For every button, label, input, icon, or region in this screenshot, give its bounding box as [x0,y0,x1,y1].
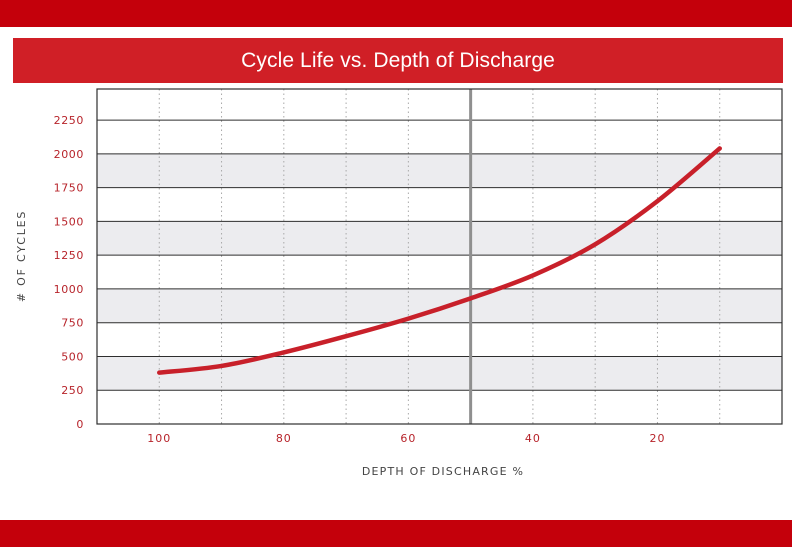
chart-title-bar: Cycle Life vs. Depth of Discharge [13,38,783,83]
y-tick-label: 1500 [54,215,84,228]
x-tick-label: 80 [276,432,292,445]
grid-band [97,356,782,391]
x-tick-label: 40 [525,432,541,445]
y-axis-title: # OF CYCLES [15,210,28,302]
x-axis-title: DEPTH OF DISCHARGE % [362,465,524,478]
y-tick-label: 2250 [54,114,84,127]
chart-title: Cycle Life vs. Depth of Discharge [241,48,555,72]
grid-band [97,153,782,188]
plot-border [96,88,783,425]
x-tick-label: 20 [649,432,665,445]
x-tick-label: 60 [400,432,416,445]
y-tick-label: 1750 [54,182,84,195]
y-tick-label: 1000 [54,283,84,296]
y-tick-label: 500 [61,350,84,363]
grid-band [97,221,782,256]
y-tick-label: 2000 [54,148,84,161]
y-tick-label: 0 [76,418,84,431]
series-line [157,146,722,375]
bottom-banner [0,520,792,547]
top-banner [0,0,792,27]
y-tick-label: 750 [61,317,84,330]
x-tick-label: 100 [147,432,171,445]
grid-band [97,288,782,323]
y-tick-label: 1250 [54,249,84,262]
y-tick-label: 250 [61,384,84,397]
